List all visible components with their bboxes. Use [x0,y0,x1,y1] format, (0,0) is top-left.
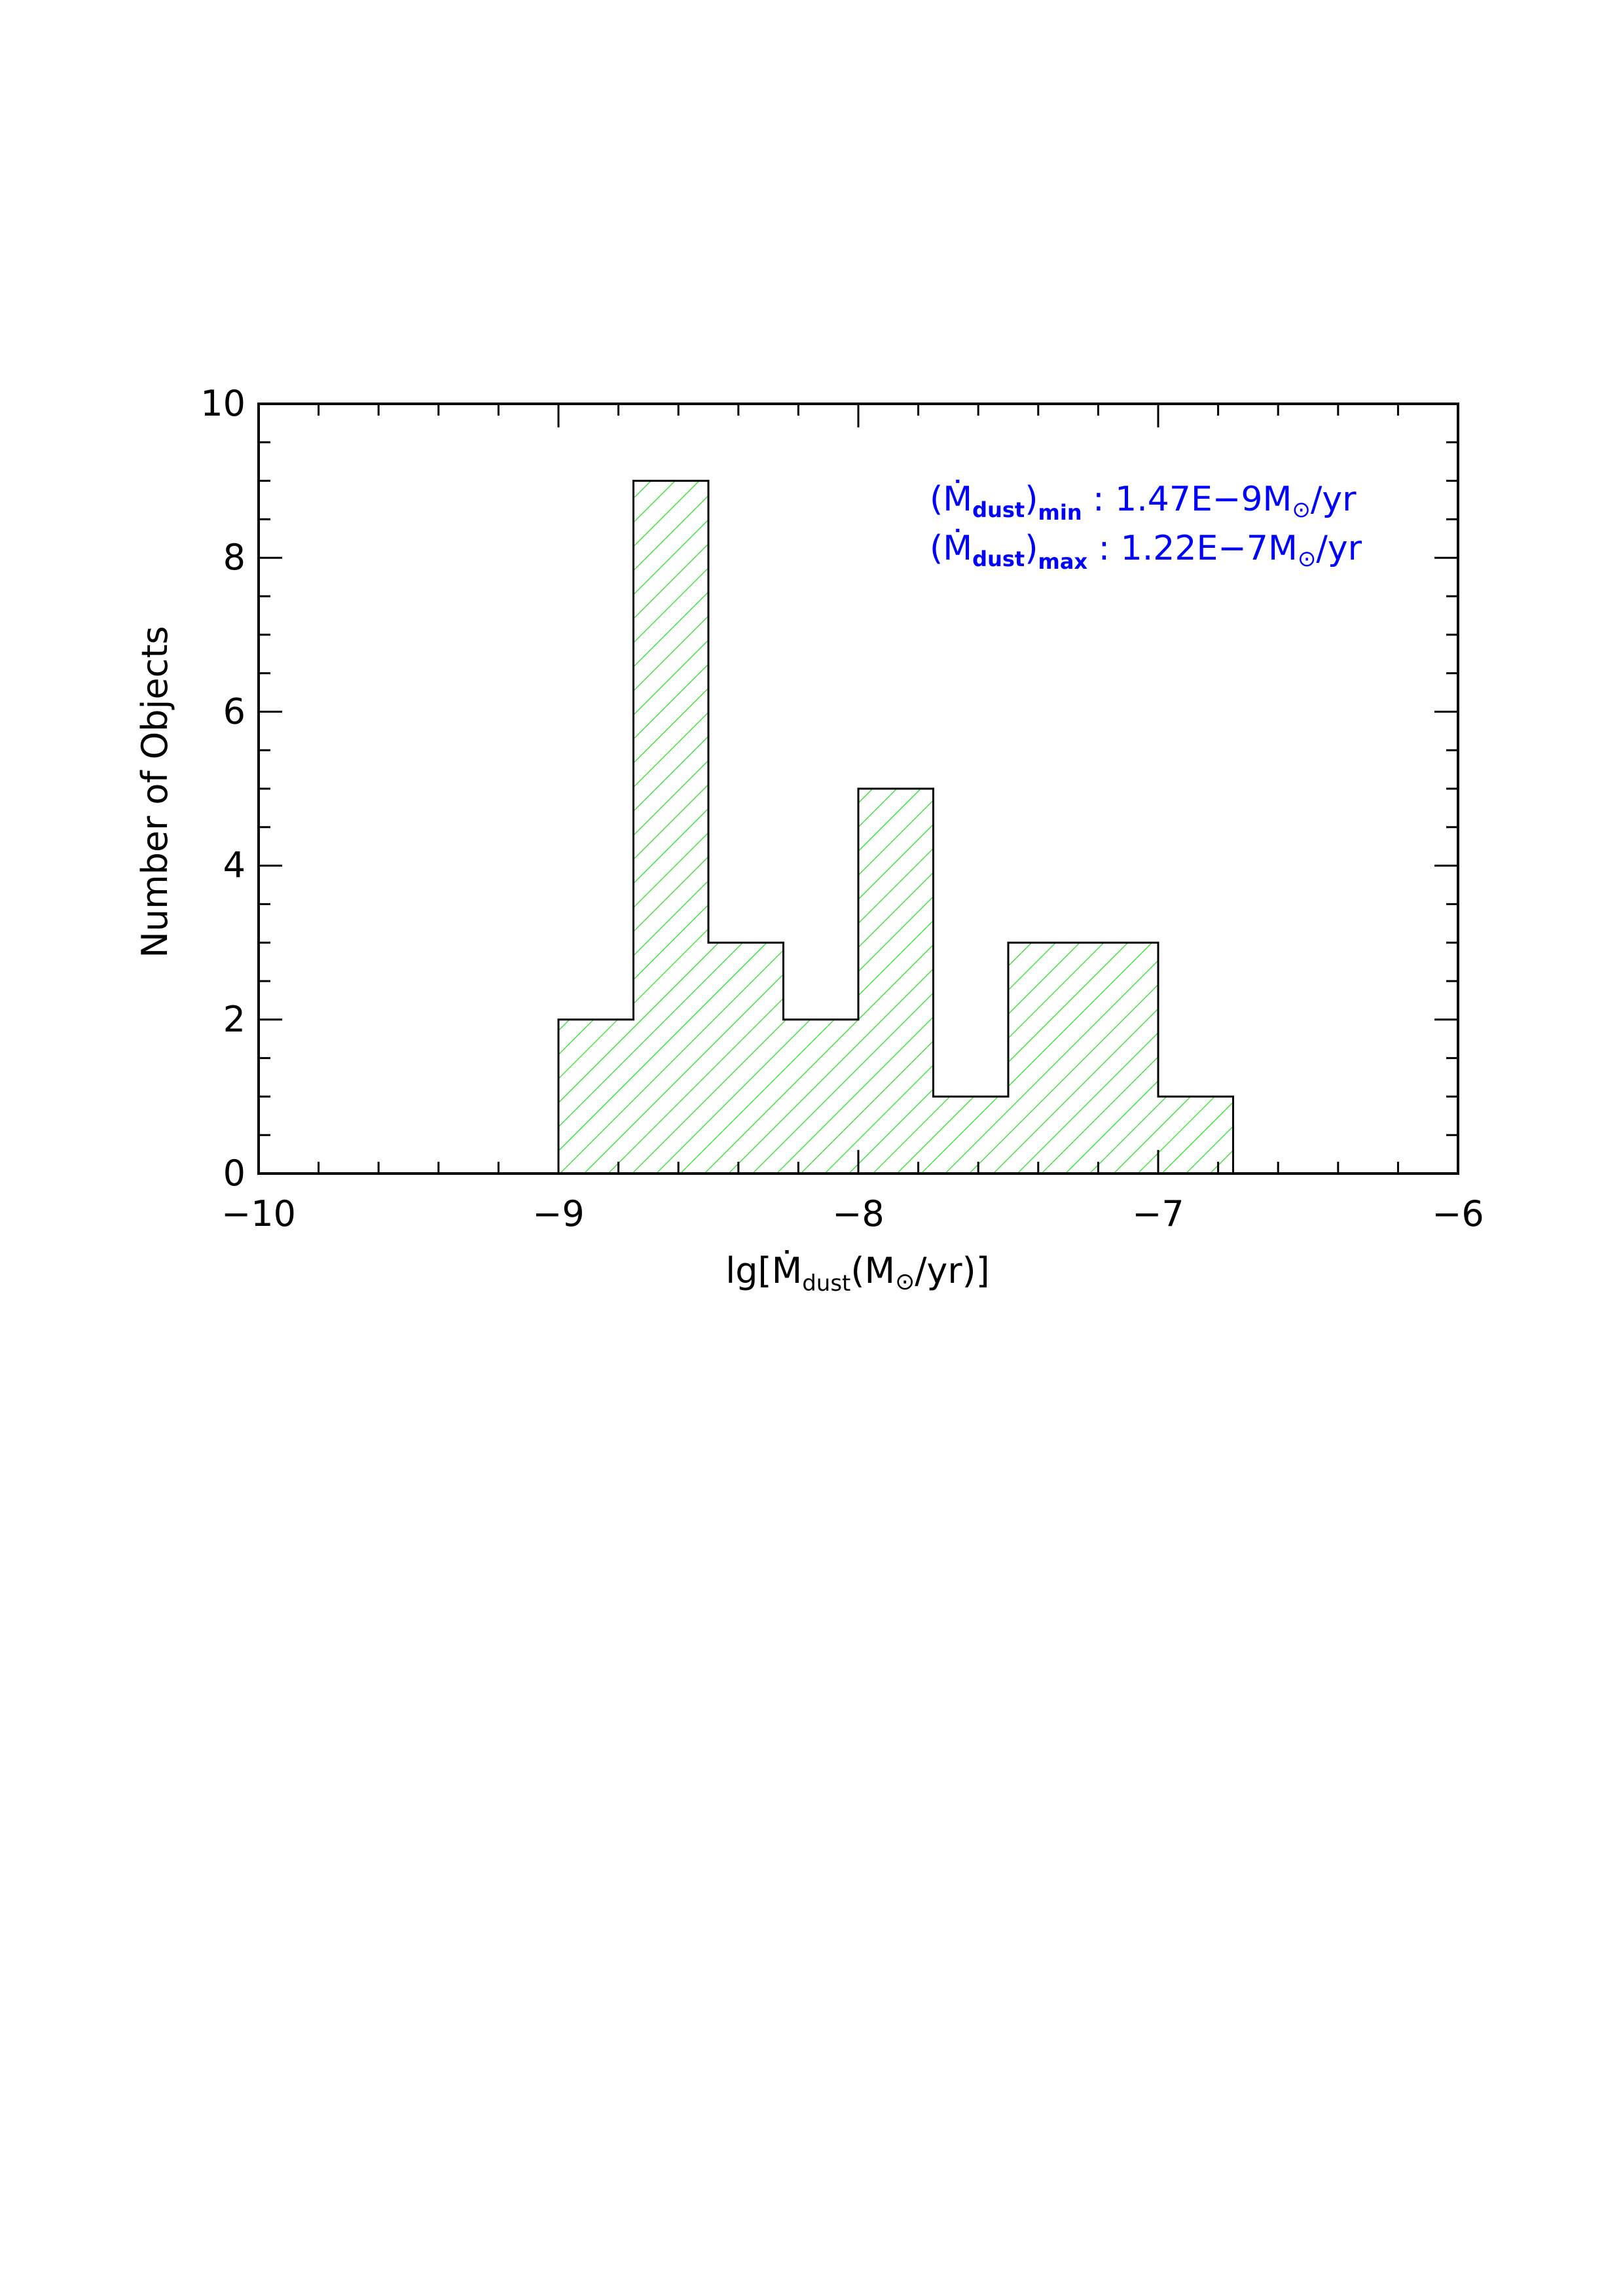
histogram-bar [1083,942,1158,1174]
histogram-bars [558,480,1233,1174]
histogram-outline [557,480,1234,1174]
histogram-bar [1158,1096,1233,1174]
y-tick-label: 0 [223,1153,246,1194]
annotation-max: (Ṁdust)max : 1.22E−7M⊙/yr [930,528,1362,574]
x-tick-label: −10 [221,1193,296,1234]
y-tick-label: 8 [223,537,246,578]
y-tick-label: 4 [223,845,246,886]
histogram-bar [783,1019,858,1174]
x-tick-label: −9 [532,1193,585,1234]
x-tick-labels: −10 −9 −8 −7 −6 [221,1193,1484,1234]
histogram-bar [933,1096,1008,1174]
x-axis-label: lg[Ṁdust(M⊙/yr)] [725,1250,989,1297]
histogram-bar [558,1019,634,1174]
x-tick-label: −8 [832,1193,884,1234]
histogram-bar [708,942,784,1174]
y-axis-label: Number of Objects [134,626,175,958]
y-tick-label: 2 [223,999,246,1040]
histogram-bar [858,789,934,1174]
axis-ticks [257,403,1459,1175]
y-tick-label: 10 [200,383,246,424]
annotation-min: (Ṁdust)min : 1.47E−9M⊙/yr [930,479,1357,525]
histogram-bar [633,480,708,1174]
x-tick-label: −6 [1432,1193,1484,1234]
y-tick-labels: 0 2 4 6 8 10 [200,383,246,1194]
x-tick-label: −7 [1132,1193,1184,1234]
histogram-bar [1008,942,1084,1174]
y-tick-label: 6 [223,691,246,732]
annotation-box: (Ṁdust)min : 1.47E−9M⊙/yr (Ṁdust)max : 1… [930,479,1362,574]
